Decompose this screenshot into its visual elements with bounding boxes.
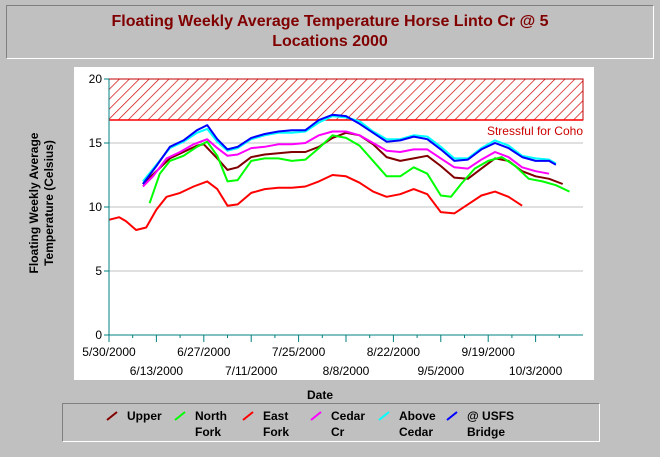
series-line-cedar-cr	[142, 130, 550, 188]
y-tick-label-0: 0	[95, 328, 102, 342]
legend-label-above-cedar: Above Cedar	[399, 409, 436, 439]
series-line-upper	[142, 131, 564, 185]
series-line-north-fork	[148, 134, 570, 204]
y-axis-title-line-2: Temperature (Celsius)	[42, 140, 56, 266]
x-axis-title: Date	[307, 388, 333, 402]
legend: Upper North Fork East Fork Cedar Cr Above Ce…	[62, 403, 600, 442]
series-line-usfs-bridge	[142, 113, 557, 185]
x-tick-label-upper-2: 7/25/2000	[272, 345, 326, 359]
y-tick-label-4: 20	[89, 72, 103, 86]
chart-title-line-1: Floating Weekly Average Temperature Hors…	[111, 13, 549, 30]
legend-swatch-usfs-bridge	[446, 411, 458, 421]
y-axis-title-line-1: Floating Weekly Average	[27, 132, 41, 273]
stressful-band	[108, 78, 584, 121]
x-tick-label-lower-1: 7/11/2000	[225, 364, 278, 378]
legend-swatch-cedar-cr	[310, 411, 322, 421]
x-tick-label-upper-3: 8/22/2000	[367, 345, 421, 359]
legend-label-east-fork: East Fork	[263, 409, 290, 439]
x-tick-label-lower-0: 6/13/2000	[130, 364, 184, 378]
legend-label-cedar-cr: Cedar Cr	[331, 409, 366, 439]
legend-label-usfs-bridge: @ USFS Bridge	[467, 409, 515, 439]
series-line-above-cedar	[142, 115, 557, 183]
x-tick-label-lower-4: 10/3/2000	[509, 364, 563, 378]
y-tick-label-1: 5	[95, 264, 102, 278]
legend-swatch-above-cedar	[378, 411, 390, 421]
x-tick-label-lower-3: 9/5/2000	[417, 364, 464, 378]
x-tick-label-lower-2: 8/8/2000	[323, 364, 370, 378]
legend-swatch-north-fork	[174, 411, 186, 421]
chart-title-line-2: Locations 2000	[272, 33, 388, 50]
legend-swatch-east-fork	[242, 411, 254, 421]
x-tick-label-upper-1: 6/27/2000	[177, 345, 231, 359]
legend-swatch-upper	[106, 411, 118, 421]
series-line-east-fork	[108, 174, 523, 231]
x-tick-label-upper-0: 5/30/2000	[82, 345, 136, 359]
x-tick-label-upper-4: 9/19/2000	[462, 345, 516, 359]
legend-label-north-fork: North Fork	[195, 409, 227, 439]
y-tick-label-3: 15	[89, 136, 103, 150]
legend-label-upper: Upper	[127, 409, 162, 423]
threshold-label: Stressful for Coho	[487, 124, 583, 138]
y-tick-label-2: 10	[89, 200, 103, 214]
chart-title: Floating Weekly Average Temperature Hors…	[6, 5, 654, 59]
